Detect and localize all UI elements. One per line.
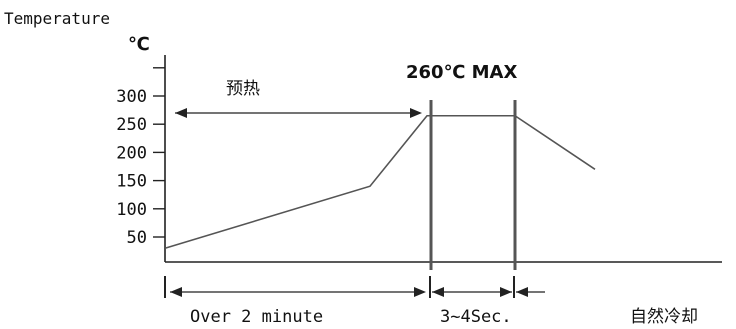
duration-2-label: 3~4Sec. — [440, 307, 512, 327]
series-group — [164, 114, 596, 250]
y-tick-label: 250 — [116, 115, 147, 135]
peak-label: 260℃ MAX — [406, 62, 517, 83]
y-tick-label: 150 — [116, 172, 147, 192]
preheat-arrow — [175, 108, 422, 118]
y-tick-label: 300 — [116, 87, 147, 107]
y-tick-label: 50 — [127, 228, 147, 248]
temperature-series-line — [164, 114, 596, 250]
preheat-label: 预热 — [226, 79, 260, 99]
y-axis-unit: ℃ — [128, 34, 150, 55]
markers-group — [429, 100, 517, 270]
duration-1-label: Over 2 minute — [190, 307, 323, 327]
y-axis-title: Temperature — [4, 9, 110, 28]
duration-3-label: 自然冷却 — [630, 307, 698, 327]
y-ticks: 300 250 200 150 100 50 — [116, 67, 165, 248]
y-tick-label: 100 — [116, 200, 147, 220]
duration-arrows — [164, 276, 545, 298]
y-tick-label: 200 — [116, 143, 147, 163]
